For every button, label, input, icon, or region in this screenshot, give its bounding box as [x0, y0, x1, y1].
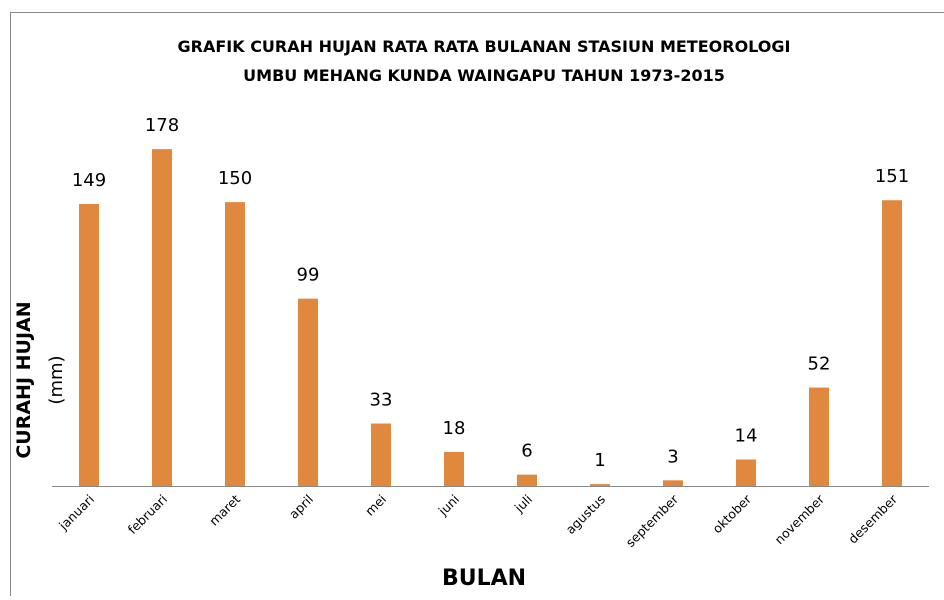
x-axis-label: BULAN [442, 566, 526, 591]
data-label: 18 [443, 418, 466, 439]
bar [809, 388, 829, 486]
bar [371, 424, 391, 486]
bar [152, 149, 172, 486]
data-label: 1 [594, 450, 605, 471]
bar [517, 475, 537, 486]
bar [590, 484, 610, 486]
y-axis-label: (mm) [46, 355, 67, 404]
bar [225, 202, 245, 486]
data-label: 178 [145, 115, 179, 136]
data-label: 14 [735, 426, 758, 447]
data-label: 52 [808, 354, 831, 375]
bar [882, 200, 902, 486]
bar [663, 480, 683, 486]
chart-title: UMBU MEHANG KUNDA WAINGAPU TAHUN 1973-20… [243, 66, 725, 85]
bar [736, 460, 756, 486]
bar [444, 452, 464, 486]
data-label: 151 [875, 166, 909, 187]
data-label: 33 [370, 390, 393, 411]
bar [79, 204, 99, 486]
y-axis-label: CURAHJ HUJAN [13, 301, 35, 458]
data-label: 150 [218, 168, 252, 189]
data-label: 149 [72, 170, 106, 191]
chart-title: GRAFIK CURAH HUJAN RATA RATA BULANAN STA… [178, 37, 791, 56]
bar [298, 299, 318, 486]
data-label: 3 [667, 446, 678, 467]
data-label: 6 [521, 441, 532, 462]
data-label: 99 [297, 265, 320, 286]
